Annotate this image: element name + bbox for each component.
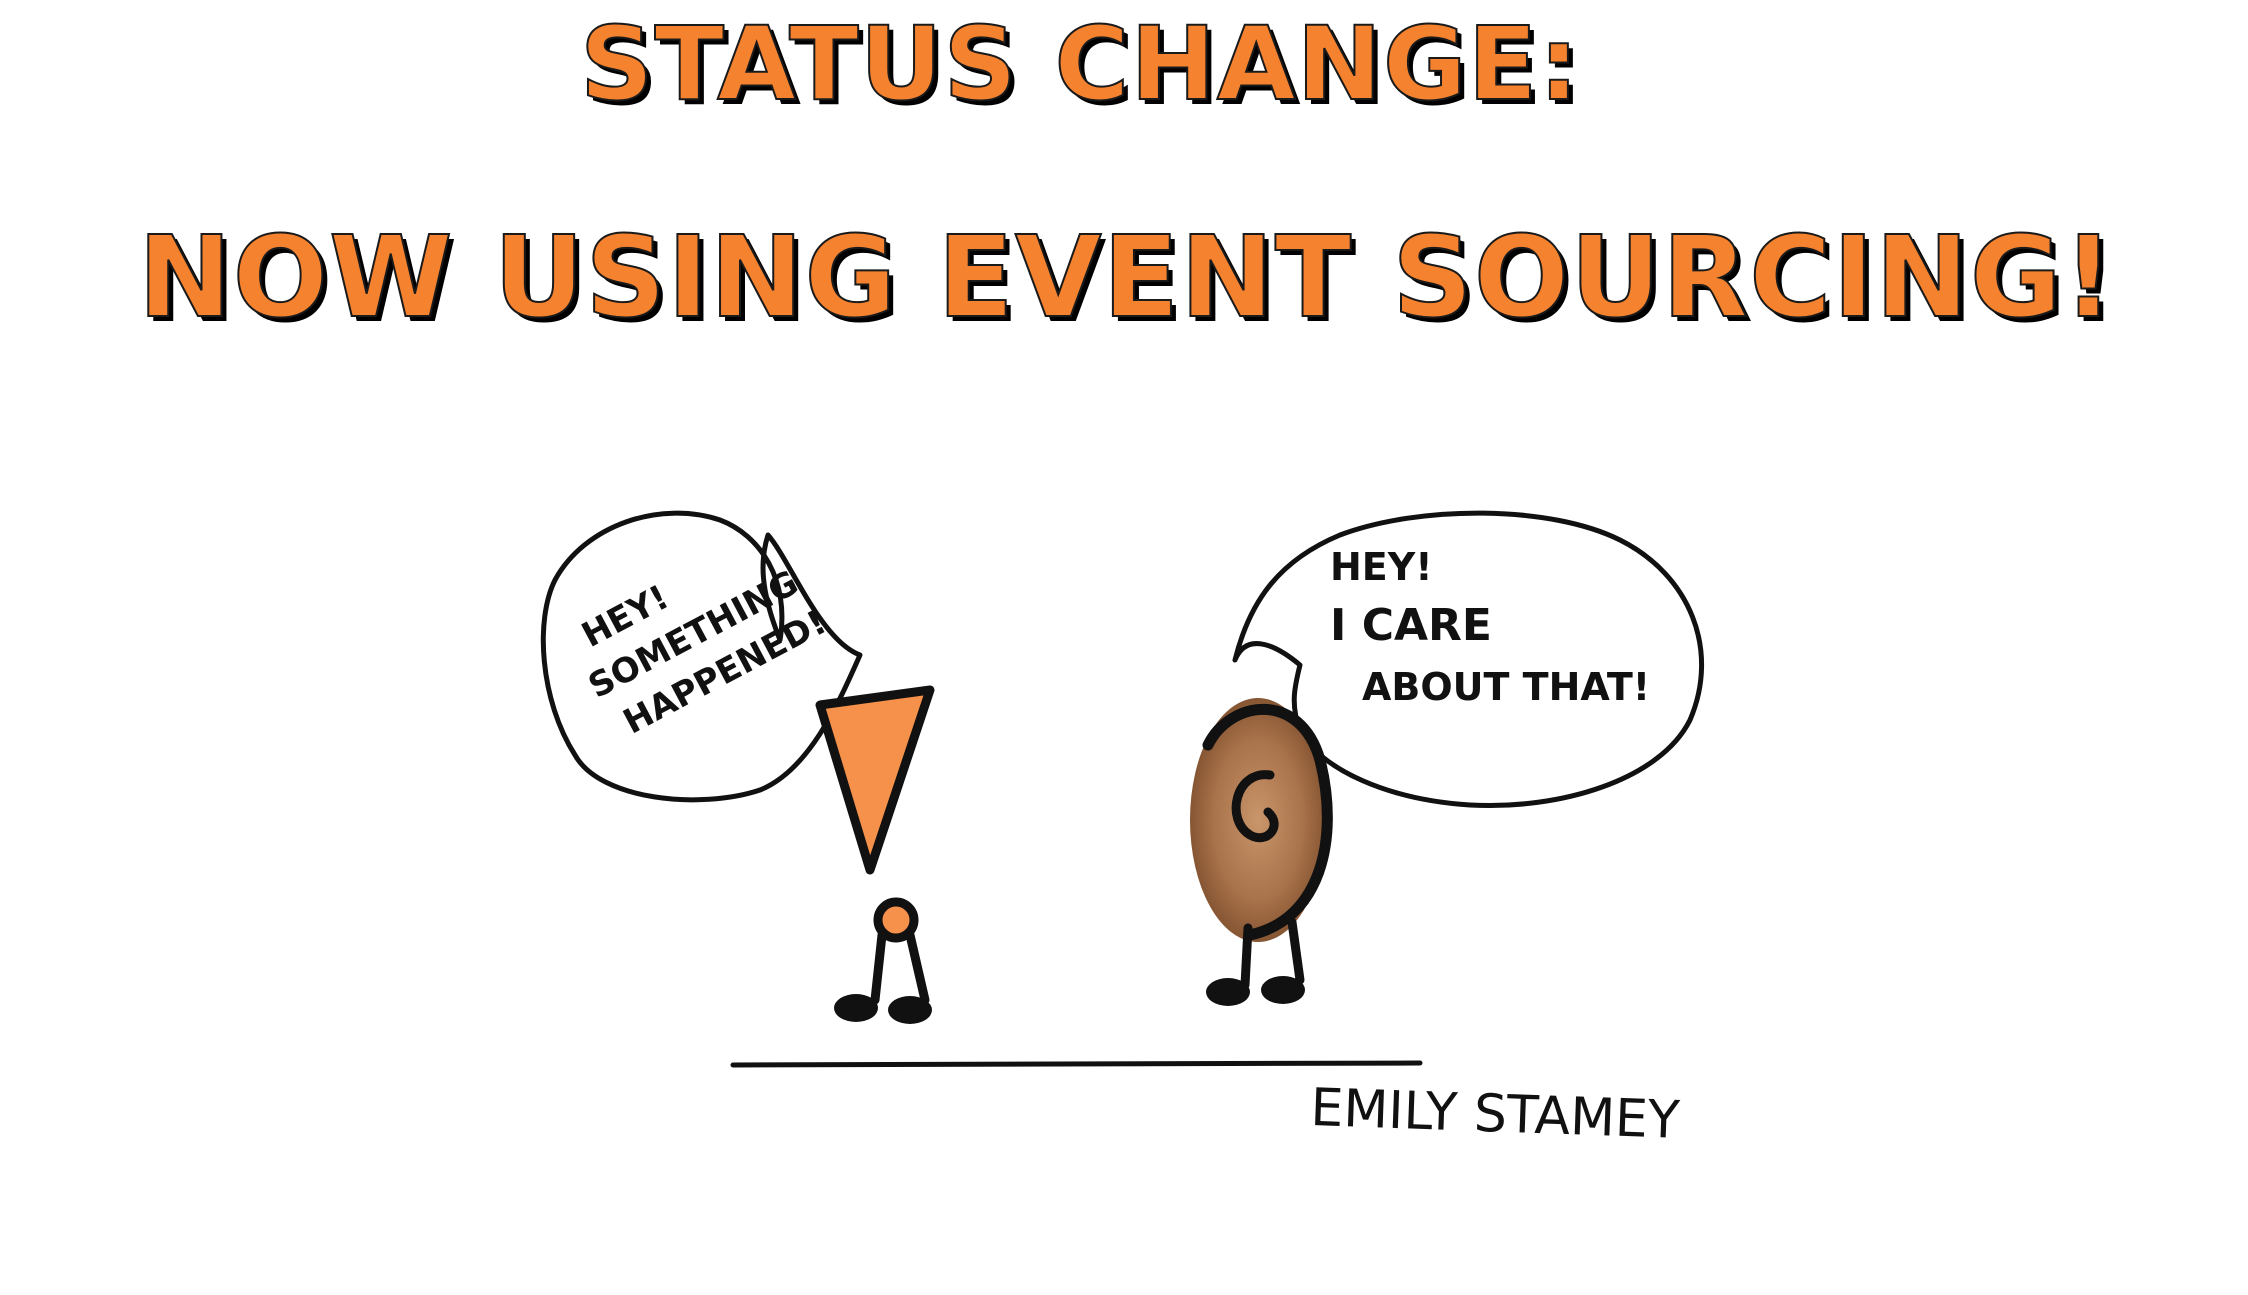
- title-line-1: STATUS CHANGE:: [579, 5, 1581, 124]
- exclamation-dot: [873, 897, 919, 943]
- exclamation-left-foot: [834, 994, 878, 1022]
- ear-character-icon: [1190, 698, 1333, 1006]
- ear-left-foot: [1206, 978, 1250, 1006]
- listener-speech-bubble: HEY! I CARE ABOUT THAT!: [1232, 510, 1705, 809]
- speaker-bubble-outline: [540, 510, 863, 803]
- ear-left-leg: [1240, 923, 1253, 990]
- listener-bubble-line-1: HEY!: [1330, 545, 1433, 589]
- exclamation-body: [815, 685, 935, 875]
- artist-signature: EMILY STAMEY: [1310, 1078, 1681, 1151]
- listener-bubble-outline: [1232, 510, 1705, 809]
- exclamation-right-foot: [888, 996, 932, 1024]
- title-line-2: NOW USING EVENT SOURCING!: [137, 213, 2115, 343]
- exclamation-mark-character-icon: [815, 685, 935, 1024]
- listener-bubble-line-3: ABOUT THAT!: [1362, 665, 1650, 709]
- exclamation-right-leg: [905, 930, 930, 1005]
- ear-right-leg: [1287, 917, 1305, 985]
- exclamation-left-leg: [870, 930, 887, 1005]
- ear-inner-curl: [1231, 770, 1279, 843]
- ear-outer: [1190, 698, 1326, 942]
- speaker-speech-bubble: HEY! SOMETHING HAPPENED!: [540, 510, 863, 803]
- listener-bubble-line-2: I CARE: [1330, 600, 1492, 651]
- ear-right-foot: [1261, 976, 1305, 1004]
- ear-outline: [1202, 703, 1333, 941]
- ground-line: [730, 1060, 1423, 1068]
